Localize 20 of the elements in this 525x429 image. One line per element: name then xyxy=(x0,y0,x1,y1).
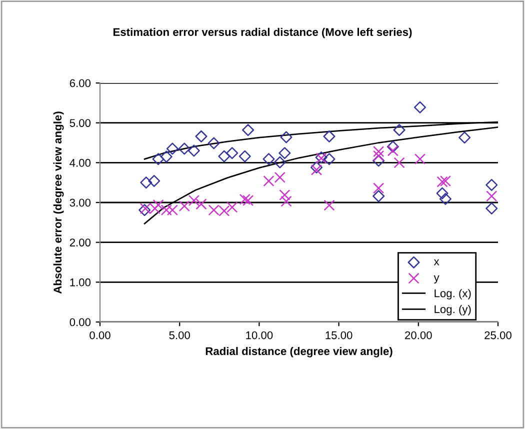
legend-label: y xyxy=(434,275,440,284)
y-tick-label: 6.00 xyxy=(70,79,91,88)
x-tick-label: 25.00 xyxy=(484,331,512,340)
y-tick-label: 2.00 xyxy=(70,238,91,246)
legend-label: x xyxy=(434,259,440,266)
y-tick-label: 4.00 xyxy=(70,158,91,167)
x-axis-title: Radial distance (degree view angle) xyxy=(206,346,392,358)
x-tick-label: 15.00 xyxy=(326,331,352,340)
y-axis-title: Absolute error (degree view angle) xyxy=(53,112,64,294)
x-tick-label: 0.00 xyxy=(90,331,110,340)
legend-label: Log. (x) xyxy=(434,289,471,300)
y-tick-label: 1.00 xyxy=(70,278,91,286)
legend-label: Log. (y) xyxy=(434,304,471,316)
x-tick-label: 5.00 xyxy=(169,331,190,340)
x-tick-label: 20.00 xyxy=(405,331,432,340)
y-tick-label: 0.00 xyxy=(70,318,91,326)
chart-title: Estimation error versus radial distance (Move left series) xyxy=(114,28,412,38)
y-tick-label: 5.00 xyxy=(70,119,91,127)
x-tick-label: 10.00 xyxy=(246,331,273,340)
y-tick-label: 3.00 xyxy=(70,198,91,207)
